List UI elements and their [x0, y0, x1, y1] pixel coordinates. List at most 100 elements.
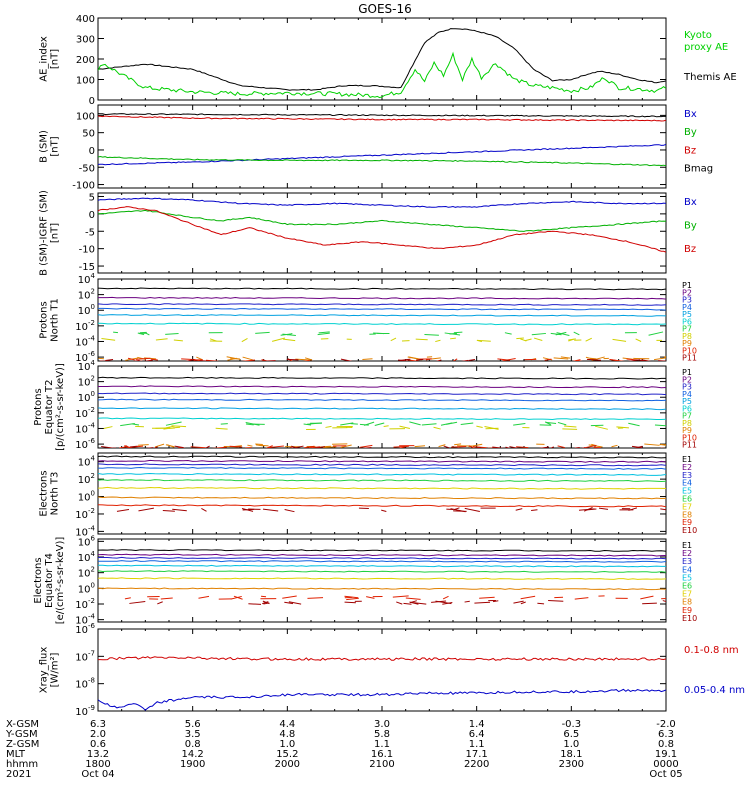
y-tick-label: -5 — [85, 227, 95, 238]
legend-label: Themis AE — [683, 72, 737, 83]
channel-segment — [391, 338, 396, 341]
channel-segment — [479, 597, 494, 598]
y-tick-label: 400 — [76, 14, 95, 25]
series-line — [98, 157, 666, 166]
y-tick-exponent: 0 — [91, 303, 95, 311]
y-tick-label: 300 — [76, 35, 95, 46]
channel-segment — [521, 596, 536, 599]
channel-segment — [454, 444, 461, 445]
y-axis-label: [nT] — [50, 136, 61, 156]
y-tick-label: 10-8 — [75, 677, 95, 691]
y-axis-label: [nT] — [50, 223, 61, 243]
channel-segment — [469, 359, 475, 360]
channel-segment — [451, 447, 466, 448]
channel-line — [98, 487, 666, 489]
channel-segment — [422, 424, 437, 425]
channel-segment — [345, 602, 356, 603]
y-tick-exponent: 4 — [91, 550, 96, 558]
y-axis-label: Protons — [33, 388, 44, 425]
y-tick-exponent: -7 — [88, 649, 95, 657]
series-line — [98, 144, 666, 164]
channel-segment — [216, 428, 228, 429]
y-axis-label: Electrons — [33, 557, 44, 603]
channel-segment — [325, 426, 331, 427]
channel-segment — [243, 357, 253, 360]
channel-segment — [400, 426, 410, 428]
channel-segment — [445, 333, 460, 335]
channel-segment — [424, 334, 438, 335]
channel-line — [98, 505, 666, 507]
y-axis-label: AE_index — [39, 36, 50, 82]
y-tick-label: 200 — [76, 55, 95, 66]
channel-line — [98, 399, 666, 401]
channel-segment — [358, 449, 372, 450]
channel-line — [98, 497, 666, 499]
y-tick-label: 10-4 — [75, 334, 95, 348]
y-tick-label: 0 — [89, 146, 95, 157]
y-axis-label: [nT] — [50, 49, 61, 69]
plot-area — [98, 550, 676, 605]
channel-segment — [174, 340, 183, 341]
y-tick-label: 104 — [78, 359, 96, 373]
y-axis-label: [e/(cm²-s-sr-keV)] — [55, 537, 66, 625]
legend-label: proxy AE — [684, 42, 728, 53]
y-tick-exponent: -9 — [88, 704, 95, 712]
channel-segment — [516, 509, 523, 511]
channel-segment — [255, 444, 263, 445]
channel-segment — [474, 602, 490, 603]
series-line — [98, 114, 666, 117]
y-axis-label: Electrons — [39, 470, 50, 516]
channel-segment — [105, 359, 113, 360]
channel-segment — [453, 511, 466, 512]
y-tick-label: 100 — [78, 490, 95, 504]
y-tick-label: 10-2 — [75, 319, 95, 333]
channel-segment — [545, 359, 552, 360]
y-tick-label: 106 — [78, 534, 96, 548]
y-tick-label: 100 — [78, 303, 95, 317]
x-axis-row-label: 2021 — [6, 769, 31, 780]
channel-segment — [587, 359, 601, 360]
legend-label: By — [684, 221, 697, 232]
channel-segment — [282, 596, 296, 598]
channel-segment — [531, 510, 537, 511]
y-axis-label: Equator T2 — [44, 380, 55, 435]
plot-area — [98, 657, 666, 710]
legend-label: 0.1-0.8 nm — [684, 645, 739, 656]
y-tick-exponent: -2 — [88, 319, 95, 327]
channel-segment — [454, 332, 462, 333]
channel-segment — [263, 509, 278, 511]
channel-line — [98, 468, 666, 470]
channel-label: P11 — [682, 354, 697, 363]
channel-segment — [375, 423, 384, 426]
channel-segment — [272, 338, 285, 341]
channel-segment — [435, 340, 440, 341]
y-axis-label: [p/(cm²-s-sr-keV)] — [55, 363, 66, 451]
channel-segment — [661, 444, 675, 447]
channel-segment — [434, 427, 441, 429]
channel-segment — [364, 422, 374, 425]
legend-label: Bx — [684, 109, 697, 120]
y-tick-exponent: -4 — [88, 524, 96, 532]
channel-segment — [586, 338, 592, 341]
channel-segment — [255, 332, 269, 333]
channel-segment — [201, 508, 206, 511]
channel-segment — [476, 426, 482, 427]
channel-line — [98, 297, 666, 299]
channel-segment — [409, 422, 420, 425]
channel-segment — [644, 444, 659, 445]
channel-line — [98, 474, 666, 476]
channel-label: P11 — [682, 441, 697, 450]
y-tick-exponent: -6 — [88, 622, 96, 630]
channel-line — [98, 323, 666, 325]
y-tick-exponent: -2 — [88, 406, 95, 414]
channel-label: E10 — [682, 614, 697, 623]
channel-segment — [307, 423, 322, 424]
channel-segment — [525, 339, 531, 341]
plot-area — [98, 288, 675, 363]
y-tick-label: 10-2 — [75, 507, 95, 521]
